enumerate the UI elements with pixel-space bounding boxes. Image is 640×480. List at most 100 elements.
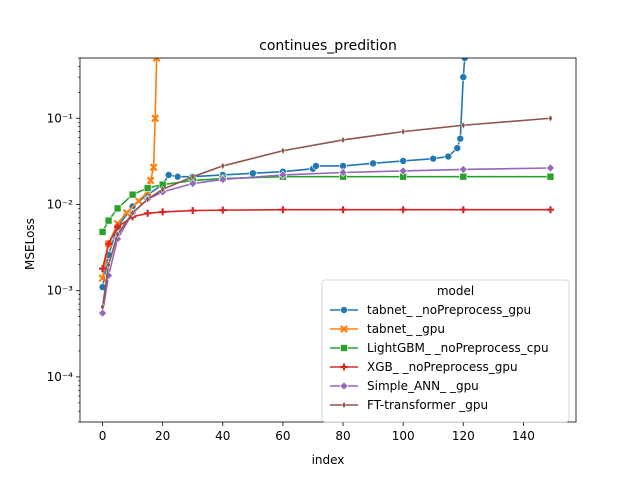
data-point xyxy=(113,234,123,244)
series-xgb-nopreprocess-gpu xyxy=(99,206,554,273)
data-point xyxy=(164,171,173,179)
legend-label: tabnet_ _gpu xyxy=(367,322,445,336)
data-point xyxy=(399,157,407,165)
data-point xyxy=(104,271,114,280)
data-point xyxy=(545,163,555,173)
data-point xyxy=(444,152,453,161)
data-point xyxy=(338,168,348,177)
data-point xyxy=(459,206,467,214)
data-point xyxy=(113,204,122,213)
legend-item: XGB_ _noPreprocess_gpu xyxy=(330,360,518,374)
data-point xyxy=(130,208,135,217)
legend-label: XGB_ _noPreprocess_gpu xyxy=(367,360,518,374)
chart-title: continues_predition xyxy=(259,38,397,54)
data-point xyxy=(459,73,468,81)
legend-swatch-marker xyxy=(339,381,349,391)
data-point xyxy=(340,135,346,144)
y-tick-label: 10⁻¹ xyxy=(47,111,74,125)
data-point xyxy=(104,216,113,225)
series-line-xgb-nopreprocess-gpu xyxy=(101,208,551,269)
legend-item: tabnet_ _noPreprocess_gpu xyxy=(330,303,531,317)
data-point xyxy=(151,114,160,123)
data-point xyxy=(114,223,122,231)
data-point xyxy=(159,208,167,216)
data-point xyxy=(280,146,286,155)
data-point xyxy=(106,260,111,269)
legend-item: LightGBM_ _noPreprocess_cpu xyxy=(330,341,549,355)
data-point xyxy=(190,172,196,181)
legend-swatch-marker xyxy=(340,363,348,371)
data-point xyxy=(145,195,151,204)
data-point xyxy=(459,172,468,181)
series-line-lightgbm-nopreprocess-cpu xyxy=(101,175,551,233)
data-point xyxy=(369,159,377,168)
data-point xyxy=(149,163,158,172)
data-point xyxy=(144,209,152,217)
data-point xyxy=(220,161,226,170)
series-lightgbm-nopreprocess-cpu xyxy=(98,172,555,236)
y-axis-label: MSELoss xyxy=(23,218,37,270)
data-point xyxy=(100,302,105,311)
data-point xyxy=(399,206,407,214)
data-point xyxy=(122,208,131,217)
legend-label: Simple_ANN_ _gpu xyxy=(367,379,479,393)
y-tick-label: 10⁻⁴ xyxy=(47,370,74,384)
data-point xyxy=(143,184,152,192)
data-point xyxy=(115,230,120,239)
data-point xyxy=(400,127,406,136)
legend-swatch-marker xyxy=(340,344,348,352)
data-point xyxy=(249,169,257,178)
legend-swatch-marker xyxy=(340,325,348,333)
legend: model tabnet_ _noPreprocess_gpu tabnet_ _g… xyxy=(321,279,570,423)
series-line-ft-transformer-gpu xyxy=(101,117,551,307)
data-point xyxy=(456,134,465,143)
data-point xyxy=(173,172,182,181)
legend-item: tabnet_ _gpu xyxy=(330,322,445,336)
legend-title: model xyxy=(437,284,474,298)
legend-box xyxy=(321,279,570,423)
legend-swatch-marker xyxy=(341,401,347,409)
plot-layer xyxy=(98,58,555,318)
x-tick-label: 60 xyxy=(275,429,290,443)
x-tick-label: 80 xyxy=(335,429,350,443)
x-tick-label: 20 xyxy=(155,429,170,443)
data-point xyxy=(160,185,166,194)
data-point xyxy=(339,206,347,214)
x-tick-label: 120 xyxy=(452,429,475,443)
data-point xyxy=(128,190,137,199)
data-point xyxy=(278,170,288,180)
data-point xyxy=(219,206,227,214)
legend-label: tabnet_ _noPreprocess_gpu xyxy=(367,303,531,317)
x-tick-label: 40 xyxy=(215,429,230,443)
data-point xyxy=(460,121,466,130)
data-point xyxy=(546,172,555,181)
data-point xyxy=(98,308,107,318)
legend-item: FT-transformer _gpu xyxy=(330,398,488,412)
legend-item: Simple_ANN_ _gpu xyxy=(330,379,479,393)
x-tick-label: 100 xyxy=(392,429,415,443)
data-point xyxy=(146,176,155,185)
data-point xyxy=(458,164,468,174)
data-point xyxy=(188,179,198,188)
y-tick-label: 10⁻³ xyxy=(47,284,74,298)
data-point xyxy=(134,196,143,205)
data-point xyxy=(546,206,554,214)
data-point xyxy=(548,114,553,123)
data-point xyxy=(453,144,462,152)
legend-label: FT-transformer _gpu xyxy=(367,398,488,412)
legend-label: LightGBM_ _noPreprocess_cpu xyxy=(367,341,549,355)
data-point xyxy=(189,207,197,215)
data-point xyxy=(312,162,320,170)
x-axis-label: index xyxy=(312,453,345,467)
series-ft-transformer-gpu xyxy=(100,114,553,311)
data-point xyxy=(98,228,107,236)
data-point xyxy=(279,206,287,214)
data-point xyxy=(99,265,107,273)
y-tick-label: 10⁻² xyxy=(47,197,74,211)
data-point xyxy=(398,166,408,176)
series-simple-ann-gpu xyxy=(98,163,555,318)
data-point xyxy=(460,58,469,62)
data-point xyxy=(429,154,438,163)
